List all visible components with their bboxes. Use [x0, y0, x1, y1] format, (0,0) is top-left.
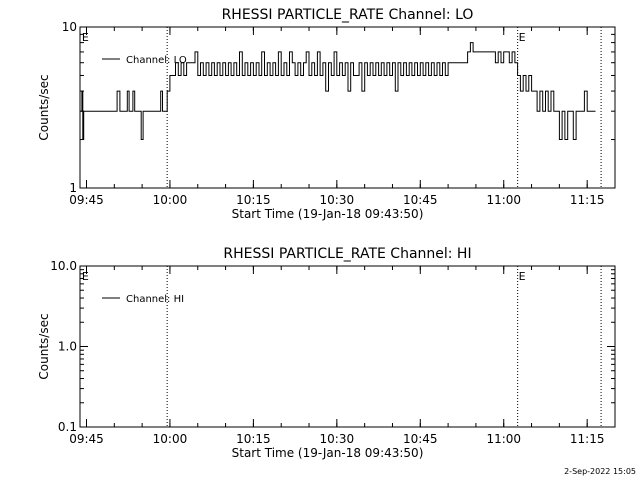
- e-marker: E: [82, 31, 89, 44]
- e-marker: E: [82, 270, 89, 283]
- legend-label: Channel: HI: [126, 294, 184, 305]
- legend-label: Channel: LO: [126, 55, 187, 66]
- y-tick-label: 10: [62, 20, 77, 34]
- chart-title: RHESSI PARTICLE_RATE Channel: LO: [222, 7, 474, 23]
- x-tick-label: 10:45: [403, 432, 438, 446]
- x-tick-label: 10:15: [236, 432, 271, 446]
- hi-channel-panel: RHESSI PARTICLE_RATE Channel: HI 0.1 1.0 10…: [37, 246, 616, 460]
- plot-frame: [79, 26, 616, 189]
- x-tick-label: 10:15: [236, 193, 271, 207]
- x-tick-label: 11:15: [570, 432, 605, 446]
- lo-channel-panel: RHESSI PARTICLE_RATE Channel: LO 1 10 09:45…: [37, 7, 616, 221]
- x-tick-label: 09:45: [69, 193, 104, 207]
- date-stamp: 2-Sep-2022 15:05: [564, 467, 636, 476]
- chart-title: RHESSI PARTICLE_RATE Channel: HI: [223, 246, 471, 262]
- x-tick-label: 10:00: [153, 432, 188, 446]
- y-tick-label: 1.0: [58, 340, 77, 354]
- plot-frame: [79, 265, 616, 428]
- x-axis-label: Start Time (19-Jan-18 09:43:50): [232, 446, 424, 460]
- x-axis-label: Start Time (19-Jan-18 09:43:50): [232, 207, 424, 221]
- x-tick-label: 11:00: [486, 432, 521, 446]
- x-tick-label: 10:45: [403, 193, 438, 207]
- y-tick-label: 10.0: [50, 259, 77, 273]
- series-line: [80, 42, 596, 140]
- e-marker: E: [519, 31, 526, 44]
- y-tick-label: 1: [69, 181, 77, 195]
- y-axis-label: Counts/sec: [37, 313, 51, 379]
- y-axis-label: Counts/sec: [37, 74, 51, 140]
- y-tick-label: 0.1: [58, 420, 77, 434]
- e-marker: E: [519, 270, 526, 283]
- x-tick-label: 10:00: [153, 193, 188, 207]
- x-tick-label: 11:00: [486, 193, 521, 207]
- x-tick-label: 09:45: [69, 432, 104, 446]
- x-tick-label: 10:30: [320, 193, 355, 207]
- x-tick-label: 11:15: [570, 193, 605, 207]
- x-tick-label: 10:30: [320, 432, 355, 446]
